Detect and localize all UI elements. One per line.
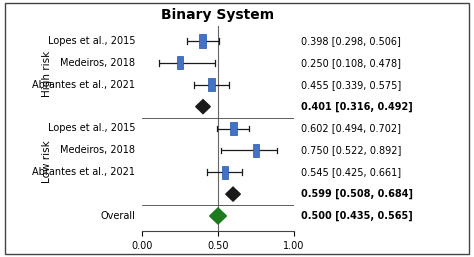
Text: Lopes et al., 2015: Lopes et al., 2015 bbox=[47, 124, 135, 133]
Polygon shape bbox=[196, 100, 210, 114]
Text: 0.602 [0.494, 0.702]: 0.602 [0.494, 0.702] bbox=[301, 124, 401, 133]
Polygon shape bbox=[226, 187, 240, 201]
Text: 0.599 [0.508, 0.684]: 0.599 [0.508, 0.684] bbox=[301, 189, 413, 199]
Text: 0.500 [0.435, 0.565]: 0.500 [0.435, 0.565] bbox=[301, 211, 413, 221]
Text: 0.750 [0.522, 0.892]: 0.750 [0.522, 0.892] bbox=[301, 145, 401, 155]
Text: 0.455 [0.339, 0.575]: 0.455 [0.339, 0.575] bbox=[301, 80, 401, 90]
Bar bbox=[253, 144, 259, 157]
Text: Abrantes et al., 2021: Abrantes et al., 2021 bbox=[32, 80, 135, 90]
Polygon shape bbox=[210, 208, 227, 224]
Text: Medeiros, 2018: Medeiros, 2018 bbox=[60, 58, 135, 68]
Text: Overall: Overall bbox=[100, 211, 135, 221]
Text: 0.545 [0.425, 0.661]: 0.545 [0.425, 0.661] bbox=[301, 167, 401, 177]
Text: Medeiros, 2018: Medeiros, 2018 bbox=[60, 145, 135, 155]
Bar bbox=[221, 166, 228, 179]
Text: High risk: High risk bbox=[42, 51, 53, 97]
Bar bbox=[199, 34, 206, 48]
Text: 0.401 [0.316, 0.492]: 0.401 [0.316, 0.492] bbox=[301, 102, 413, 112]
Text: Lopes et al., 2015: Lopes et al., 2015 bbox=[47, 36, 135, 46]
Bar bbox=[208, 78, 215, 91]
Title: Binary System: Binary System bbox=[162, 8, 274, 22]
Text: Abrantes et al., 2021: Abrantes et al., 2021 bbox=[32, 167, 135, 177]
Text: Low risk: Low risk bbox=[42, 140, 53, 183]
Bar bbox=[177, 56, 183, 69]
Text: 0.398 [0.298, 0.506]: 0.398 [0.298, 0.506] bbox=[301, 36, 401, 46]
Bar bbox=[230, 122, 237, 135]
Text: 0.250 [0.108, 0.478]: 0.250 [0.108, 0.478] bbox=[301, 58, 401, 68]
